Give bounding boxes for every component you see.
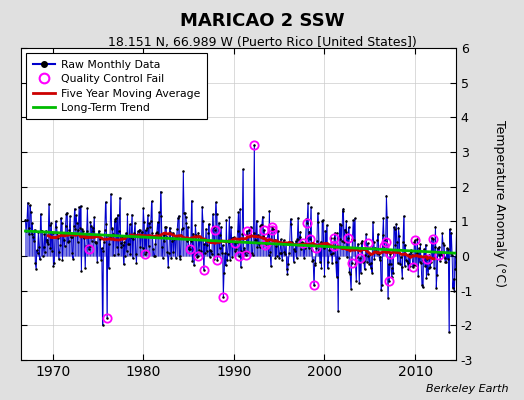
Text: 18.151 N, 66.989 W (Puerto Rico [United States]): 18.151 N, 66.989 W (Puerto Rico [United … [107,36,417,49]
Legend: Raw Monthly Data, Quality Control Fail, Five Year Moving Average, Long-Term Tren: Raw Monthly Data, Quality Control Fail, … [26,54,207,120]
Y-axis label: Temperature Anomaly (°C): Temperature Anomaly (°C) [493,120,506,288]
Text: Berkeley Earth: Berkeley Earth [426,384,508,394]
Text: MARICAO 2 SSW: MARICAO 2 SSW [180,12,344,30]
